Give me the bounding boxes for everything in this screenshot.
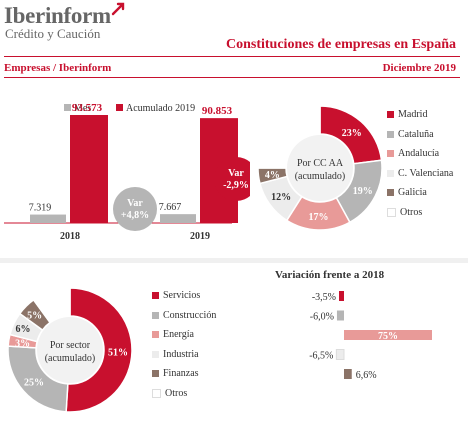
sector-legend-label-4: Finanzas [163, 368, 199, 379]
sector-value-2: 3% [15, 338, 30, 349]
bar-mes-label-2019: 7.667 [159, 202, 182, 213]
variation-value-0: -3,5% [312, 292, 336, 303]
ccaa-legend-item-3: C. Valenciana [387, 168, 453, 179]
brand-name: Iberinform [4, 3, 111, 28]
brand-logo: Iberinform [4, 3, 111, 29]
var-mes-bubble [113, 187, 157, 231]
variation-bar-2 [344, 330, 432, 340]
sector-slice-5 [32, 287, 71, 324]
bar-chart-mes-acumulado: Mes Acumulado 2019 7.319 93.573 2018 7.667 90.… [4, 102, 250, 242]
sector-legend-item-2: Energía [152, 329, 194, 340]
bar-mes-2019 [160, 214, 196, 223]
ccaa-value-0: 23% [342, 128, 362, 139]
title-divider [4, 56, 460, 57]
sector-value-4: 5% [27, 311, 42, 322]
legend-acumulado-label: Acumulado 2019 [126, 103, 195, 114]
legend-mes-swatch [64, 104, 71, 111]
sector-legend-swatch-1 [152, 311, 159, 319]
brand-mark-icon [111, 2, 125, 16]
section-separator [0, 258, 468, 263]
variation-value-1: -6,0% [310, 312, 334, 323]
ccaa-value-1: 19% [353, 186, 373, 197]
ccaa-legend-label-4: Galicia [398, 187, 427, 198]
subtitle-divider [4, 77, 460, 78]
sector-legend-swatch-4 [152, 370, 159, 377]
ccaa-legend-label-5: Otros [400, 206, 423, 218]
sector-legend-label-0: Servicios [163, 290, 201, 301]
bar-mes-2018 [30, 214, 66, 223]
ccaa-legend-label-3: C. Valenciana [398, 167, 454, 179]
sector-legend-label-3: Industria [163, 348, 199, 360]
ccaa-center-line2: (acumulado) [295, 171, 346, 182]
ccaa-legend-swatch-2 [387, 150, 394, 157]
ccaa-slice-5 [257, 105, 321, 169]
bar-acumulado-label-2018: 93.573 [72, 102, 103, 114]
sector-legend-item-3: Industria [152, 349, 199, 360]
var-acumulado-line1: Var [228, 168, 244, 179]
source-label: Empresas / Iberinform [4, 62, 112, 74]
ccaa-value-3: 12% [271, 192, 291, 203]
ccaa-value-2: 17% [308, 212, 328, 223]
sector-center-line1: Por sector [50, 340, 91, 351]
page-title: Constituciones de empresas en España [226, 37, 456, 52]
ccaa-legend-swatch-1 [387, 130, 394, 138]
ccaa-legend-item-5: Otros [387, 207, 422, 218]
ccaa-legend-swatch-4 [387, 189, 394, 196]
variation-value-3: -6,5% [309, 351, 333, 362]
sector-legend-label-1: Construcción [163, 309, 217, 321]
sector-slice-0 [65, 287, 133, 413]
sector-legend-label-2: Energía [163, 329, 194, 340]
var-mes-line1: Var [127, 198, 143, 209]
bar-acumulado-2018 [70, 115, 108, 223]
sector-legend-swatch-0 [152, 292, 159, 299]
ccaa-legend-item-0: Madrid [387, 109, 427, 120]
variation-bar-1 [336, 310, 344, 321]
ccaa-legend-swatch-3 [387, 169, 394, 177]
ccaa-legend-label-0: Madrid [398, 109, 428, 120]
sector-legend-swatch-3 [152, 350, 159, 358]
ccaa-legend-item-4: Galicia [387, 187, 427, 198]
sector-value-0: 51% [108, 348, 128, 359]
variation-bar-0 [339, 291, 344, 301]
sector-legend-item-4: Finanzas [152, 368, 199, 379]
sector-legend-item-5: Otros [152, 388, 187, 399]
bar-acumulado-label-2019: 90.853 [202, 105, 233, 117]
variation-chart-title: Variación frente a 2018 [275, 269, 385, 281]
sector-center-line2: (acumulado) [45, 353, 96, 364]
sector-legend-label-5: Otros [165, 387, 188, 399]
variation-bar-4 [344, 369, 352, 379]
sector-legend-item-1: Construcción [152, 310, 216, 321]
sector-legend-swatch-2 [152, 331, 159, 338]
sector-value-3: 6% [15, 324, 30, 335]
sector-center [37, 317, 103, 383]
variation-value-4: 6,6% [356, 370, 377, 381]
x-tick-2019: 2019 [190, 231, 210, 242]
sector-legend-swatch-5 [152, 388, 161, 398]
variation-value-2: 75% [378, 331, 398, 342]
var-acumulado-line2: -2,9% [223, 180, 249, 191]
legend-acumulado-swatch [116, 104, 123, 111]
ccaa-center [287, 135, 353, 201]
ccaa-legend-item-1: Cataluña [387, 129, 434, 140]
ccaa-legend-item-2: Andalucía [387, 148, 439, 159]
var-acumulado-bubble [214, 157, 250, 201]
bar-mes-label-2018: 7.319 [29, 203, 52, 214]
ccaa-legend-swatch-0 [387, 111, 394, 118]
variation-bar-3 [335, 349, 345, 360]
sector-legend-item-0: Servicios [152, 290, 200, 301]
pie-chart-ccaa: 23% 19% 17% 12% 4% Por CC AA (acumulado) [257, 105, 383, 231]
ccaa-legend-label-1: Cataluña [398, 128, 434, 140]
x-tick-2018: 2018 [60, 231, 80, 242]
ccaa-value-4: 4% [265, 170, 280, 181]
pie-chart-sector: 51% 25% 3% 6% 5% Por sector (acumulado) [7, 287, 133, 413]
brand-tagline: Crédito y Caución [5, 26, 101, 41]
ccaa-legend-swatch-5 [387, 207, 396, 217]
var-mes-line2: +4,8% [121, 210, 149, 221]
legend-mes-label: Mes [74, 103, 91, 114]
ccaa-center-line1: Por CC AA [297, 158, 344, 169]
ccaa-legend-label-2: Andalucía [398, 148, 440, 159]
period-label: Diciembre 2019 [382, 62, 456, 74]
variation-chart: -3,5% -6,0% 75% -6,5% 6,6% [309, 291, 432, 381]
sector-value-1: 25% [24, 378, 44, 389]
